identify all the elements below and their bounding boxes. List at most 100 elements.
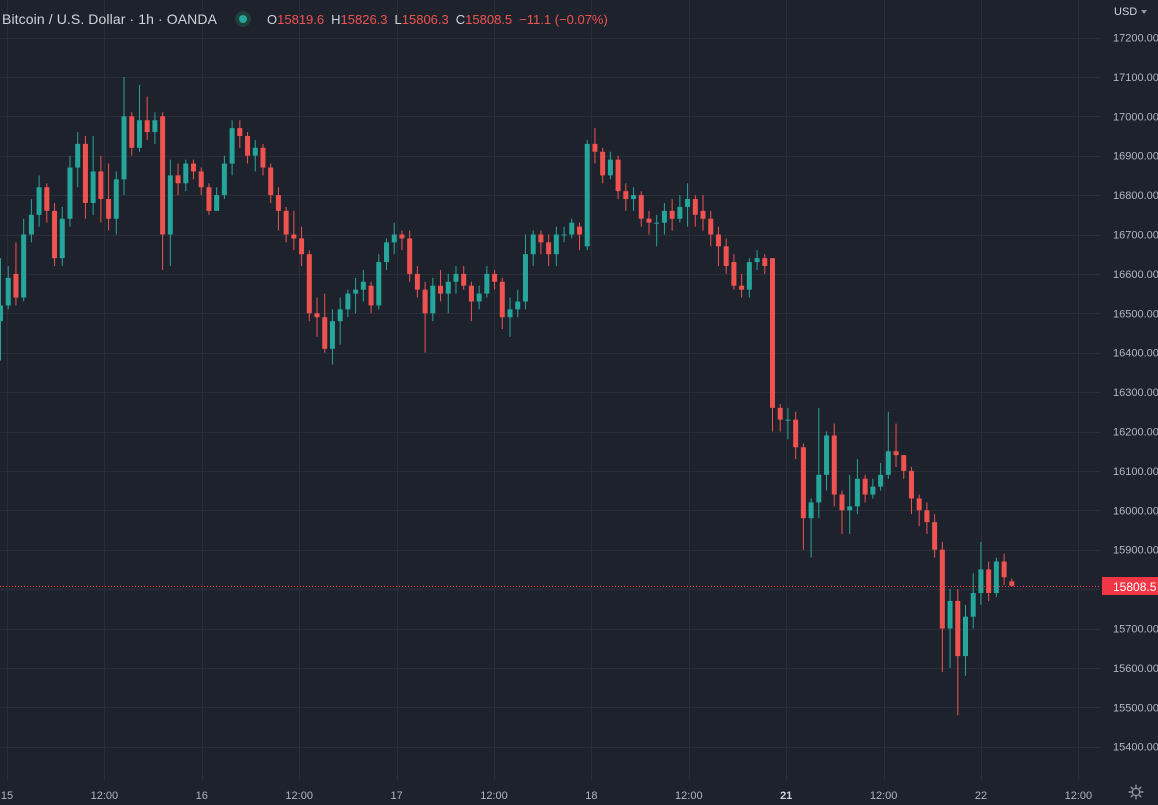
candle-body [839,494,845,511]
x-tick-label: 12:00 [91,790,119,802]
x-tick-label: 12:00 [675,790,703,802]
candle [283,206,289,243]
y-tick-label: 15900.00 [1113,545,1158,557]
candle [44,183,50,223]
candle-body [191,163,196,172]
last-price-label: 15808.5 [1113,580,1157,594]
candle [268,163,274,203]
candle-body [136,120,142,148]
x-tick-label: 18 [585,790,597,802]
candle [1001,553,1007,586]
candle [175,163,181,196]
candle [453,266,459,294]
candle [677,195,683,223]
candle [847,474,853,534]
x-tick-label: 12:00 [1065,790,1093,802]
candle-body [677,206,683,219]
candle [52,202,58,267]
gear-icon[interactable] [1128,784,1144,800]
candle-body [59,218,65,259]
candle-body [283,210,289,235]
currency-selector[interactable]: USD [1114,6,1148,18]
candle [754,250,760,270]
candle [939,541,945,672]
candle [314,297,320,337]
candle [723,238,729,274]
candle [337,297,343,345]
y-tick-label: 15600.00 [1113,663,1158,675]
x-tick-label: 15 [1,790,13,802]
x-tick-label: 17 [390,790,402,802]
y-tick-label: 17200.00 [1113,33,1158,45]
candle [592,128,598,164]
candle [206,183,212,215]
candle-body [515,301,521,310]
candle [631,187,637,211]
candle [82,136,88,219]
candle-body [376,262,382,306]
change-value: −11.1 (−0.07%) [519,11,608,27]
candle-body [345,293,351,310]
candle-body [847,506,853,511]
candle-body [438,285,444,294]
candle-body [685,199,691,207]
candle [932,514,938,558]
candle-body [986,569,992,594]
candle [553,226,559,267]
y-tick-label: 15400.00 [1113,742,1158,754]
candle [152,112,158,144]
candle-body [785,419,791,421]
candle-body [44,187,50,211]
candle [245,132,251,164]
candle-body [260,147,266,168]
candle-body [878,474,884,487]
close-value: 15808.5 [465,11,513,27]
candle [468,281,474,322]
candle [0,258,3,361]
candle [692,195,698,227]
candle-body [947,600,953,629]
candle [870,478,876,499]
candle-body [414,273,420,290]
candle-body [129,116,135,148]
last-price-tag [1102,577,1158,595]
candle-body [322,317,328,349]
candle-body [175,175,181,184]
candle-body [793,419,799,448]
candle [391,222,397,255]
candle [685,183,691,227]
candle-body [314,313,320,318]
candle-body [932,522,938,550]
candle [167,159,173,267]
candle [839,490,845,534]
candle-body [916,498,922,511]
candle [1009,578,1015,587]
candle [492,269,498,290]
candle-body [646,218,652,223]
candle [291,210,297,251]
candle-body [1009,581,1015,586]
candle-body [360,281,366,290]
price-axis[interactable]: 15400.0015500.0015600.0015700.0015800.00… [1100,0,1158,805]
candle [260,143,266,176]
candle-body [160,116,166,235]
candle [654,214,660,247]
candle [414,266,420,298]
time-axis[interactable]: 15 12:00 16 12:00 17 12:00 18 12:00 21 12:00 22 12:… [0,780,1158,805]
y-tick-label: 16900.00 [1113,151,1158,163]
candle-body [700,210,706,219]
x-tick-label: 22 [975,790,987,802]
x-tick-label: 12:00 [870,790,898,802]
candle-body [816,474,822,503]
y-tick-label: 16300.00 [1113,387,1158,399]
candle-body [569,222,575,235]
candle [986,561,992,601]
candle [507,297,513,337]
candle-body [723,246,729,267]
candle [669,199,675,231]
candle [908,466,914,515]
symbol-title[interactable]: Bitcoin / U.S. Dollar · 1h · OANDA [2,11,218,27]
candle [569,218,575,239]
